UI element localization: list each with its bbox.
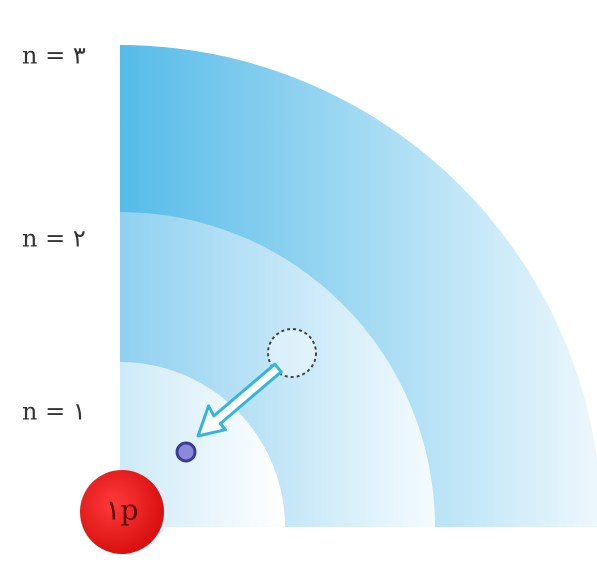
- previous-electron-position: [267, 328, 317, 378]
- level-label: n = ۳: [22, 42, 86, 70]
- nucleus: [80, 470, 164, 554]
- transition-arrow: [196, 362, 283, 438]
- electron: [175, 441, 197, 463]
- nucleus-label: ۱p: [106, 494, 139, 527]
- shell-1: [120, 362, 285, 527]
- level-label: n = ۲: [22, 225, 86, 253]
- level-label: n = ۱: [22, 398, 86, 426]
